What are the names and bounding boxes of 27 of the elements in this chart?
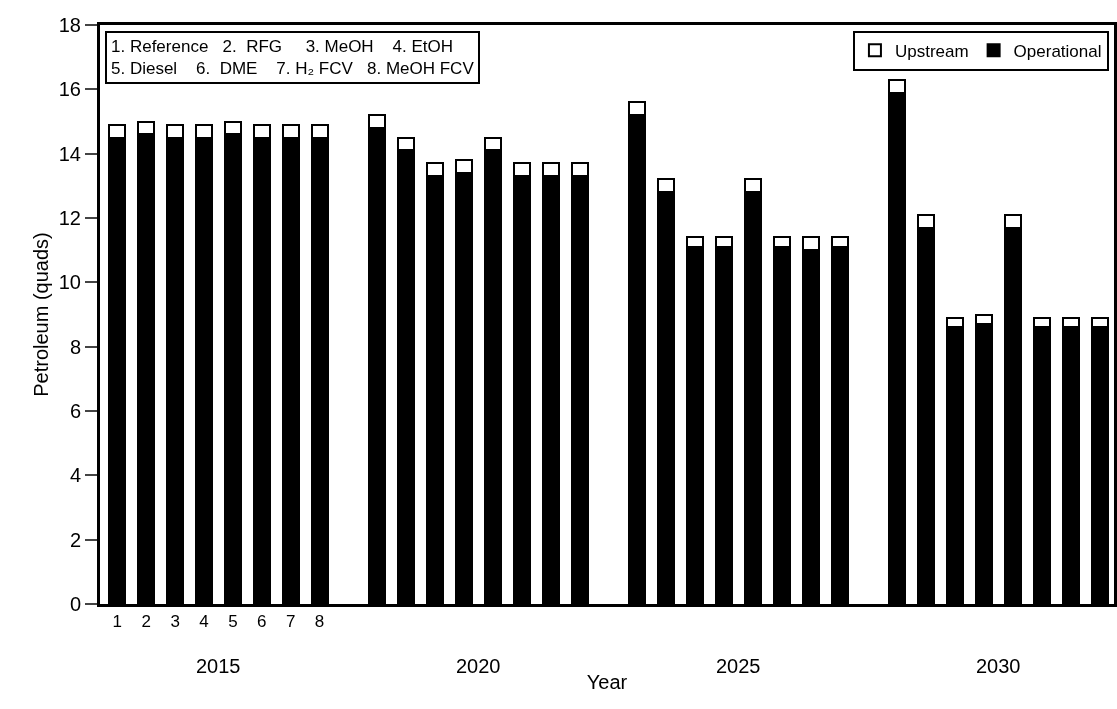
y-axis-title: Petroleum (quads) [30, 232, 52, 397]
x-tick-label: 4 [199, 612, 209, 632]
x-tick-label: 1 [112, 612, 123, 632]
x-tick-label: 2 [141, 612, 151, 632]
y-tick-label: 2 [69, 528, 81, 551]
y-tick-label: 12 [58, 207, 81, 229]
text: 2030 [976, 655, 1021, 677]
y-tick-label: 0 [69, 593, 81, 615]
y-tick-label: 4 [69, 464, 81, 487]
y-tick-label: 8 [69, 335, 81, 358]
legend-label: Upstream [894, 41, 969, 61]
text: 2025 [716, 655, 761, 677]
x-tick-label: 8 [314, 612, 325, 632]
y-tick-label: 18 [58, 14, 81, 36]
y-tick-label: 6 [69, 400, 81, 422]
x-tick-label: 6 [257, 612, 267, 632]
annotation: 1. Reference 2. RFG 3. MeOH 4. EtOH 5. Diesel 6. DME 7. H₂ FCV 8. MeOH FCV [111, 37, 475, 79]
y-tick-label: 14 [58, 142, 81, 165]
text: 2020 [456, 655, 501, 677]
x-tick-label: 7 [285, 612, 296, 632]
text: 2015 [196, 655, 241, 677]
y-tick-label: 16 [58, 78, 81, 101]
x-axis-title: Year [586, 670, 628, 693]
y-tick-label: 10 [58, 271, 81, 294]
legend-label: Operational [1013, 41, 1102, 61]
x-tick-label: 5 [228, 612, 238, 632]
x-tick-label: 3 [170, 612, 180, 632]
